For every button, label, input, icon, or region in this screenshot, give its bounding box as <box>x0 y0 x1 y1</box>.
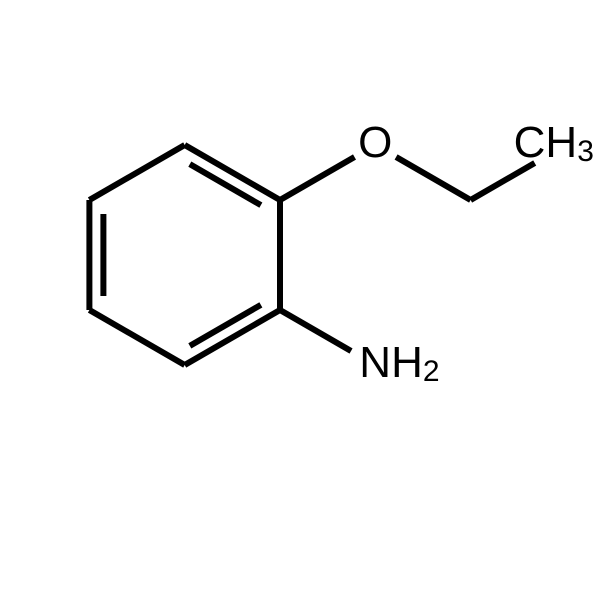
chemical-structure-svg: O NH2 CH3 <box>0 0 600 600</box>
bond-line <box>471 163 535 200</box>
bond-line <box>280 157 355 200</box>
bond-line <box>396 157 471 200</box>
bond-line <box>89 145 184 200</box>
bond-line <box>89 310 184 365</box>
atom-label-n: NH2 <box>359 338 439 389</box>
atom-label-o: O <box>358 118 392 167</box>
bond-line <box>280 310 351 351</box>
atom-label-c8: CH3 <box>514 118 594 169</box>
